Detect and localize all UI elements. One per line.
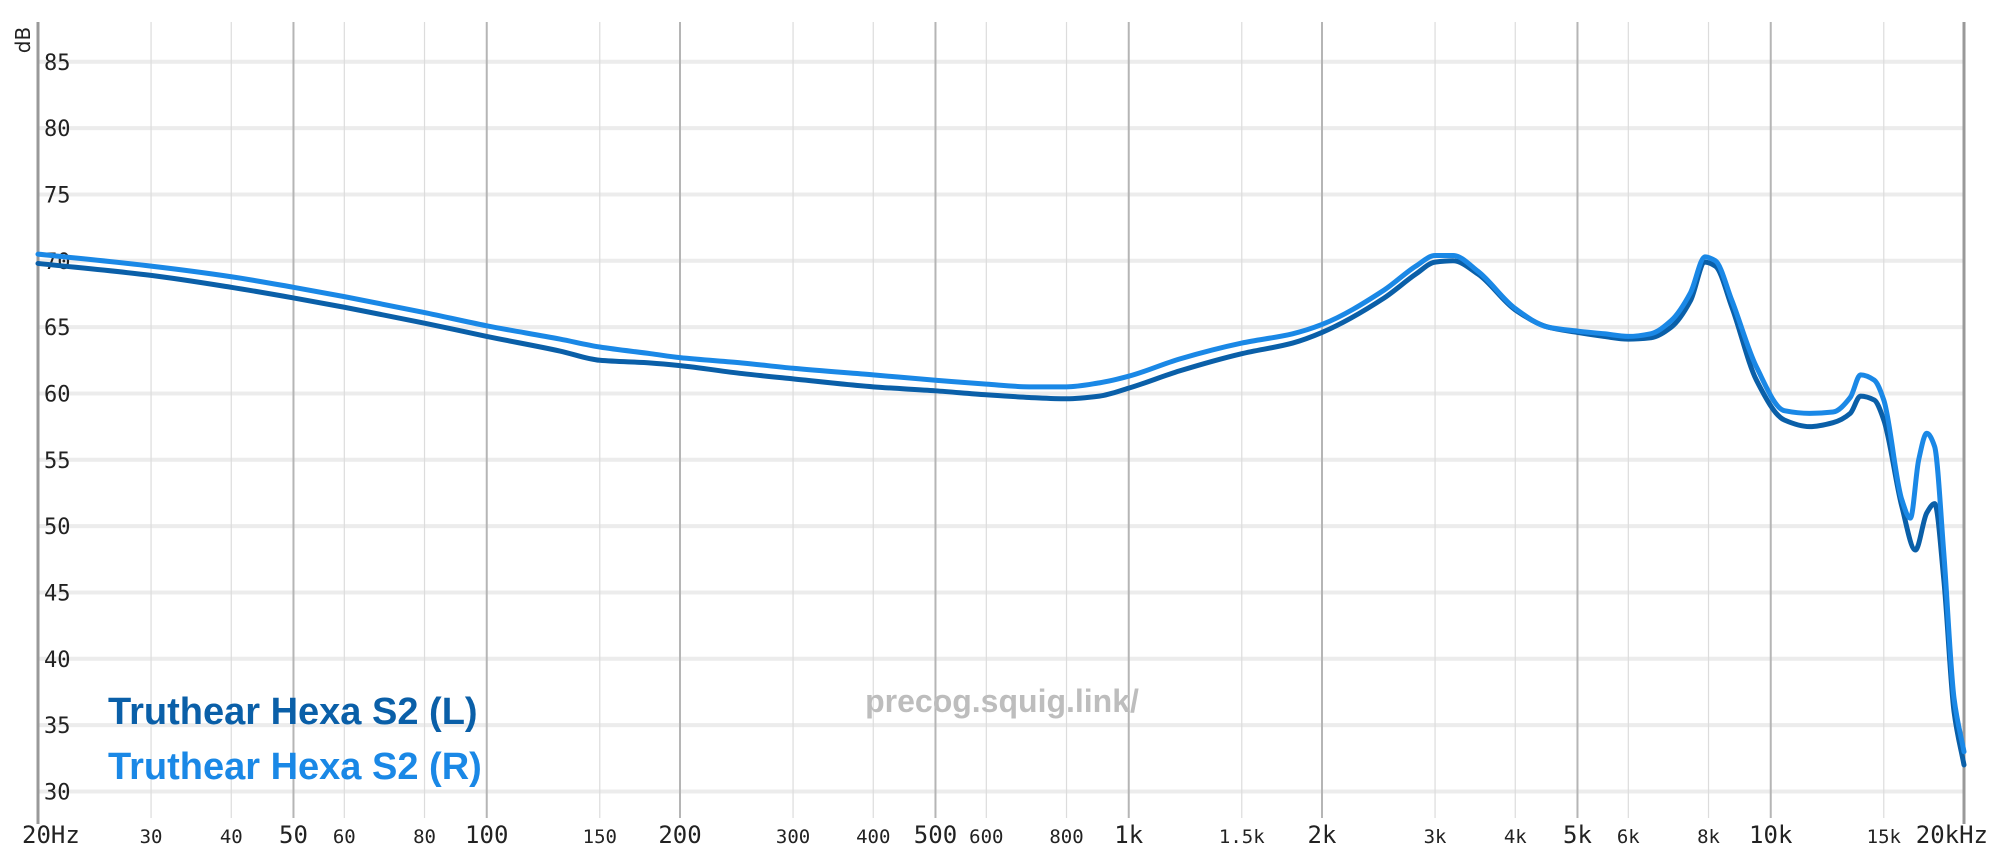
x-tick-label: 80 [413, 826, 436, 848]
y-tick-label: 65 [44, 316, 71, 341]
y-tick-label: 55 [44, 449, 71, 474]
x-tick-label: 500 [914, 821, 957, 849]
x-tick-label: 150 [583, 826, 617, 848]
x-tick-label: 50 [279, 821, 308, 849]
y-tick-label: 45 [44, 581, 71, 606]
x-tick-label: 30 [140, 826, 163, 848]
series-line-left [35, 258, 1967, 768]
x-tick-label: 10k [1749, 821, 1793, 849]
x-tick-label: 5k [1563, 821, 1592, 849]
x-tick-label: 20Hz [22, 821, 80, 849]
x-tick-label: 1k [1114, 821, 1143, 849]
watermark: precog.squig.link/ [865, 683, 1139, 719]
y-tick-label: 60 [44, 382, 71, 407]
x-tick-label: 1.5k [1219, 826, 1265, 848]
series-line-right [35, 251, 1967, 755]
series-lines [35, 251, 1967, 768]
y-tick-label: 40 [44, 648, 71, 673]
x-tick-label: 6k [1617, 826, 1640, 848]
legend: Truthear Hexa S2 (L) Truthear Hexa S2 (R… [108, 691, 482, 788]
x-tick-label: 100 [465, 821, 508, 849]
legend-entry-right: Truthear Hexa S2 (R) [108, 746, 482, 788]
y-tick-label: 85 [44, 51, 71, 76]
legend-entry-left: Truthear Hexa S2 (L) [108, 691, 478, 733]
y-tick-label: 80 [44, 117, 71, 142]
x-tick-label: 800 [1049, 826, 1083, 848]
y-tick-label: 50 [44, 515, 71, 540]
y-tick-label: 35 [44, 714, 71, 739]
x-tick-label: 200 [658, 821, 701, 849]
x-tick-label: 40 [220, 826, 243, 848]
y-tick-label: 75 [44, 183, 71, 208]
x-tick-label: 400 [856, 826, 890, 848]
x-tick-label: 60 [333, 826, 356, 848]
x-tick-label: 600 [969, 826, 1003, 848]
x-tick-label: 3k [1424, 826, 1447, 848]
x-tick-label: 15k [1867, 826, 1902, 848]
x-tick-label: 300 [776, 826, 810, 848]
x-tick-label: 8k [1697, 826, 1720, 848]
y-tick-label: 30 [44, 780, 71, 805]
x-tick-label: 4k [1504, 826, 1527, 848]
x-tick-label: 20kHz [1916, 821, 1988, 849]
y-axis-label: dB [11, 27, 35, 53]
x-tick-label: 2k [1308, 821, 1337, 849]
